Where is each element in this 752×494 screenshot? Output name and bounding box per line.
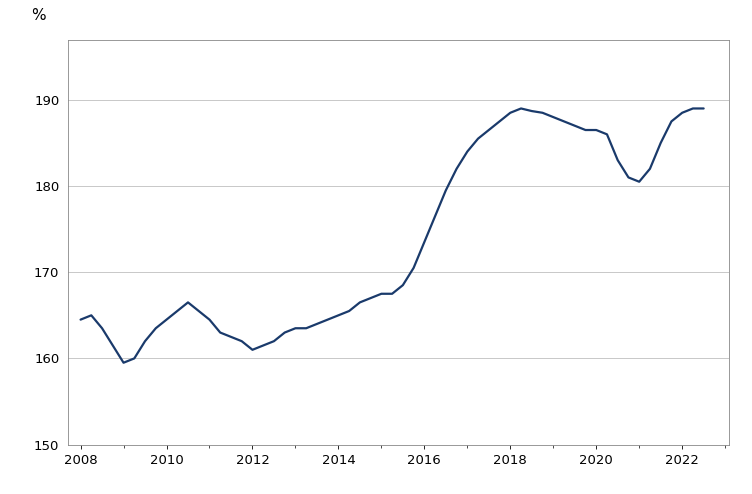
Text: %: % [32,8,46,23]
